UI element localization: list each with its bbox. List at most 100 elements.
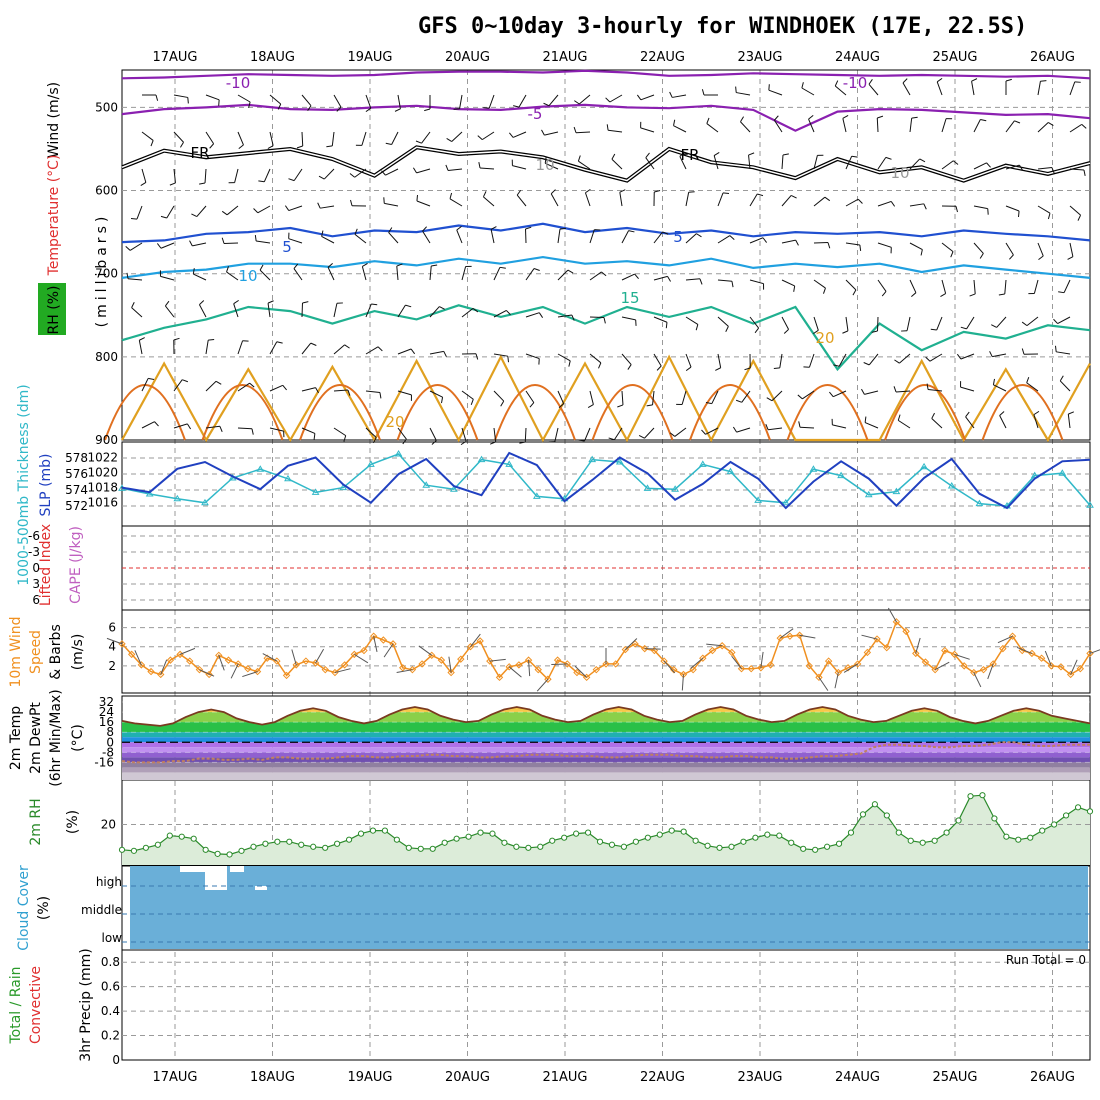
date-label-bottom: 17AUG [152, 1070, 197, 1085]
wind-barb-flag [685, 366, 692, 372]
wind-speed-point [1047, 662, 1055, 670]
wind-barb [973, 242, 984, 254]
wind-barb [973, 279, 976, 294]
wind-barb [449, 198, 463, 207]
slp-line [121, 451, 1091, 510]
wind-barb-sfc [1044, 650, 1052, 667]
wind-speed-point [544, 675, 552, 683]
wind-barb [589, 229, 595, 244]
wind-barb-flag [986, 162, 991, 168]
wind-barb [481, 131, 495, 141]
wind-barb-flag [126, 272, 129, 279]
wind-barb-flag [611, 153, 616, 160]
contour-labels: -10 -10 -5 FR FR 5 5 10 15 20 20 10 10 [190, 74, 909, 431]
wind-speed-point [824, 657, 833, 665]
wind-barb [578, 94, 591, 105]
wind-barb-flag [965, 411, 970, 418]
isotherm-25 [201, 384, 284, 441]
li-tick: 0 [32, 561, 40, 575]
wind-barb [936, 316, 943, 331]
wind-barb-flag [992, 378, 996, 385]
temp-ylabel-1: 2m Temp [8, 706, 24, 770]
wind-barb-flag [829, 391, 834, 398]
rh-point [955, 817, 962, 824]
wind-barb-flag [868, 79, 873, 85]
wind-speed-point [437, 656, 446, 664]
wind-barb-flag [715, 367, 721, 371]
wind-barb [269, 341, 278, 355]
wind-speed-point [505, 663, 513, 671]
wind-barb [488, 94, 495, 109]
rh-point [501, 839, 508, 846]
date-axis-bottom: 17AUG 18AUG 19AUG 20AUG 21AUG 22AUG 23AUG 24AUG… [152, 1070, 1075, 1085]
wind-barb-sfc [915, 637, 921, 654]
rh-point [477, 829, 484, 836]
wind-barb-flag [284, 205, 290, 211]
wind-barb [557, 353, 571, 362]
wind-barb-sfc [489, 658, 506, 662]
rh-point [931, 837, 938, 844]
wind-barb [490, 229, 495, 244]
wind-speed-point [737, 665, 746, 673]
rh-point [644, 834, 651, 841]
date-label-top: 17AUG [152, 50, 197, 65]
wind-barb [575, 131, 591, 134]
wind-barb-flag [310, 342, 317, 346]
wind-barb [512, 131, 527, 138]
wind-barb [333, 344, 345, 355]
wind-barb-flag [646, 404, 653, 407]
temperature-series [121, 706, 1091, 764]
wind-barb-sfc [230, 663, 239, 679]
wind-barb [999, 415, 1007, 429]
rh-area [122, 795, 1090, 865]
rh-point [489, 830, 496, 837]
thickness-point [726, 467, 735, 475]
wind-barb [589, 353, 602, 364]
freezing-line-inner [121, 146, 1091, 182]
wind-barb-flag [842, 115, 849, 119]
contour-label: FR [680, 146, 699, 164]
upper-ylabel-rh: RH (%) [46, 286, 62, 335]
wind-barb-flag [259, 264, 264, 271]
isotherm-25 [591, 384, 674, 441]
wind-barb-flag [365, 107, 372, 113]
wind-barb-flag [656, 365, 662, 371]
cloud-gap [180, 866, 208, 872]
wind-barb [365, 303, 372, 318]
wind-barb-flag [456, 225, 462, 231]
wind-speed-point [621, 645, 630, 654]
wind-barb-flag [508, 132, 514, 138]
wind-ylabel-unit: (m/s) [70, 634, 86, 671]
wind-barb-flag [179, 141, 184, 148]
thickness-point [477, 455, 486, 463]
wind-barb [429, 350, 444, 355]
wind-barb [589, 390, 594, 405]
wind-barb [548, 94, 559, 107]
wind-speed-point [582, 673, 591, 682]
wind-barb-flag [362, 262, 368, 267]
wind-speed-point [215, 651, 223, 660]
rh-point [728, 843, 735, 850]
wind-barb [269, 94, 282, 105]
wind-barb [361, 131, 367, 146]
wind-barb-flag [991, 324, 997, 328]
wind-barb [269, 131, 274, 146]
rh-point [322, 844, 329, 851]
rh-point [1074, 804, 1082, 811]
wind-barb-flag [920, 249, 923, 256]
wind-barb [320, 205, 335, 209]
wind-barb-flag [182, 379, 189, 383]
wind-barb [1005, 205, 1020, 212]
wind-barb [717, 316, 729, 327]
cloud-level-labels: high middle low [81, 875, 122, 945]
date-label-top: 18AUG [250, 50, 295, 65]
isotherm--5 [121, 103, 1091, 132]
wind-barb [717, 192, 724, 207]
wind-barb-flag [559, 227, 566, 230]
rh-point [632, 838, 639, 845]
wind-barb-flag [1077, 214, 1082, 221]
contour-label: 10 [535, 156, 554, 174]
pressure-tick: 800 [95, 350, 118, 364]
isotherm-25 [884, 384, 966, 441]
wind-barb [877, 279, 887, 292]
